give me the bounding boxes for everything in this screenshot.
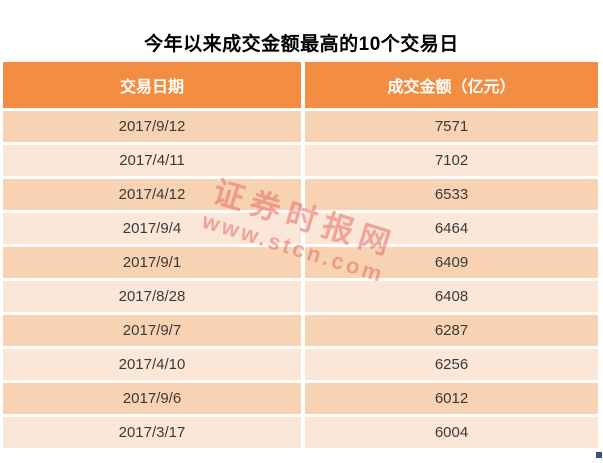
table-row: 2017/3/17 6004 bbox=[3, 417, 598, 448]
cell-trade-date: 2017/3/17 bbox=[3, 417, 301, 448]
table-row: 2017/9/1 6409 bbox=[3, 247, 598, 278]
cell-turnover: 6533 bbox=[305, 179, 598, 210]
cell-turnover: 6004 bbox=[305, 417, 598, 448]
table-row: 2017/4/12 6533 bbox=[3, 179, 598, 210]
selection-handle[interactable] bbox=[596, 452, 602, 458]
cell-trade-date: 2017/9/4 bbox=[3, 213, 301, 244]
table-row: 2017/9/4 6464 bbox=[3, 213, 598, 244]
trading-days-table: 交易日期 成交金额（亿元） 2017/9/12 7571 2017/4/11 7102… bbox=[3, 62, 598, 451]
table-row: 2017/9/7 6287 bbox=[3, 315, 598, 346]
cell-trade-date: 2017/9/1 bbox=[3, 247, 301, 278]
cell-trade-date: 2017/9/12 bbox=[3, 111, 301, 142]
cell-trade-date: 2017/4/12 bbox=[3, 179, 301, 210]
column-header-turnover: 成交金额（亿元） bbox=[305, 62, 598, 108]
cell-trade-date: 2017/9/6 bbox=[3, 383, 301, 414]
table-row: 2017/4/10 6256 bbox=[3, 349, 598, 380]
table-body: 2017/9/12 7571 2017/4/11 7102 2017/4/12 6533 2… bbox=[3, 111, 598, 448]
column-header-trade-date: 交易日期 bbox=[3, 62, 301, 108]
cell-turnover: 7571 bbox=[305, 111, 598, 142]
cell-trade-date: 2017/9/7 bbox=[3, 315, 301, 346]
cell-turnover: 6464 bbox=[305, 213, 598, 244]
cell-turnover: 7102 bbox=[305, 145, 598, 176]
cell-turnover: 6012 bbox=[305, 383, 598, 414]
cell-trade-date: 2017/4/10 bbox=[3, 349, 301, 380]
table-row: 2017/9/6 6012 bbox=[3, 383, 598, 414]
cell-trade-date: 2017/4/11 bbox=[3, 145, 301, 176]
table-row: 2017/4/11 7102 bbox=[3, 145, 598, 176]
cell-turnover: 6408 bbox=[305, 281, 598, 312]
cell-turnover: 6409 bbox=[305, 247, 598, 278]
table-row: 2017/9/12 7571 bbox=[3, 111, 598, 142]
table-header-row: 交易日期 成交金额（亿元） bbox=[3, 62, 598, 108]
table-row: 2017/8/28 6408 bbox=[3, 281, 598, 312]
cell-turnover: 6287 bbox=[305, 315, 598, 346]
cell-turnover: 6256 bbox=[305, 349, 598, 380]
page-title: 今年以来成交金额最高的10个交易日 bbox=[144, 34, 459, 55]
cell-trade-date: 2017/8/28 bbox=[3, 281, 301, 312]
